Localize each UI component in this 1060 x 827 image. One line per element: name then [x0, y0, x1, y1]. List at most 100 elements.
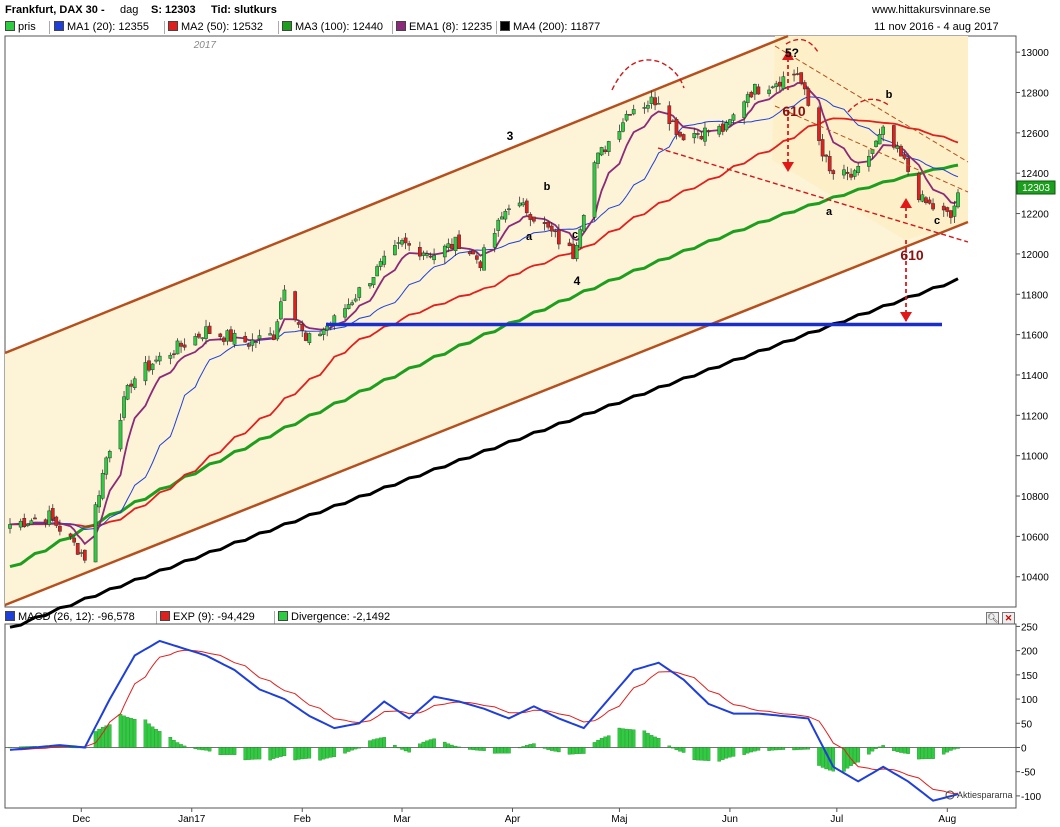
- price-legend: pris MA1 (20): 12355 MA2 (50): 12532 MA3…: [0, 20, 1015, 35]
- candle: [257, 335, 262, 340]
- macd-panel: [4, 623, 1017, 809]
- divergence-bar: [492, 747, 497, 754]
- divergence-bar: [168, 737, 173, 748]
- candle: [172, 353, 176, 355]
- divergence-bar: [129, 718, 133, 748]
- divergence-bar: [243, 747, 247, 761]
- divergence-bar: [403, 747, 408, 752]
- divergence-bar: [902, 747, 907, 754]
- macd-y-tick-label: 50: [1021, 719, 1033, 730]
- divergence-bar: [596, 739, 600, 748]
- correction-upper-line: [774, 45, 969, 163]
- divergence-bar: [817, 747, 821, 766]
- divergence-bar: [606, 735, 611, 748]
- channel-upper-line: [4, 34, 789, 355]
- legend-exp: EXP (9): -94,429: [160, 610, 255, 625]
- candle: [553, 230, 558, 233]
- candle: [471, 250, 476, 255]
- divergence-bar: [332, 747, 337, 757]
- wave-label: c: [934, 215, 940, 227]
- wave-label: a: [526, 231, 533, 243]
- legend-ma3: MA3 (100): 12440: [282, 20, 383, 35]
- divergence-bar: [478, 747, 483, 751]
- candle: [571, 243, 575, 259]
- candle: [799, 72, 804, 84]
- candle: [774, 83, 779, 88]
- divergence-bar: [300, 747, 304, 760]
- candle: [492, 233, 497, 248]
- candle: [902, 154, 907, 159]
- divergence-bar: [845, 747, 850, 769]
- macd-y-tick-label: 250: [1021, 622, 1038, 633]
- candle: [706, 130, 711, 133]
- divergence-bar: [931, 747, 935, 759]
- divergence-bar: [842, 747, 846, 772]
- macd-y-tick-label: -100: [1021, 792, 1041, 803]
- divergence-bar: [307, 747, 312, 759]
- divergence-bar: [193, 747, 198, 750]
- candle: [453, 236, 458, 252]
- candle: [578, 229, 583, 248]
- candle: [378, 261, 383, 267]
- candle: [831, 170, 836, 175]
- divergence-bar: [874, 747, 878, 749]
- divergence-bar: [699, 747, 704, 761]
- divergence-bar: [222, 747, 226, 755]
- candle: [777, 81, 782, 87]
- divergence-bar: [350, 747, 354, 751]
- candle: [849, 173, 853, 178]
- candle: [649, 96, 654, 104]
- y-tick-label: 13000: [1021, 48, 1049, 59]
- divergence-bar: [895, 747, 900, 752]
- wave-label: 5?: [785, 46, 799, 60]
- candle: [47, 510, 52, 525]
- divergence-bar: [279, 747, 283, 757]
- divergence-bar: [646, 733, 650, 748]
- divergence-bar: [396, 747, 401, 749]
- candle: [353, 298, 358, 302]
- divergence-bar: [756, 747, 761, 751]
- candle: [271, 334, 276, 341]
- divergence-bar: [778, 747, 782, 750]
- divergence-bar: [803, 747, 807, 750]
- x-tick-label: Dec: [72, 814, 90, 825]
- divergence-bar: [927, 747, 932, 759]
- divergence-bar: [343, 747, 347, 754]
- candle: [125, 385, 130, 400]
- correction-mid-line: [774, 105, 969, 193]
- candle: [200, 337, 205, 340]
- candle: [122, 396, 126, 418]
- divergence-bar: [375, 738, 379, 748]
- divergence-bar: [667, 745, 672, 748]
- divergence-bar: [781, 747, 786, 750]
- candle: [924, 197, 928, 203]
- legend-ma2: MA2 (50): 12532: [168, 20, 263, 35]
- divergence-bar: [671, 747, 675, 749]
- y-tick-label: 10600: [1021, 532, 1049, 543]
- candle: [350, 302, 354, 305]
- legend-pris: pris: [5, 20, 36, 35]
- candle: [920, 194, 925, 202]
- divergence-bar: [525, 745, 529, 748]
- divergence-bar: [500, 747, 504, 754]
- candle: [182, 344, 187, 348]
- candle: [8, 524, 12, 529]
- divergence-bar: [382, 737, 386, 748]
- legend-divergence: Divergence: -2,1492: [278, 610, 390, 625]
- divergence-bar: [674, 747, 679, 751]
- divergence-bar: [118, 714, 123, 748]
- y-tick-label: 10400: [1021, 573, 1049, 584]
- divergence-bar: [100, 727, 105, 748]
- divergence-bar: [906, 747, 910, 754]
- candle: [25, 523, 30, 526]
- divergence-bar: [603, 736, 607, 748]
- divergence-bar: [378, 737, 383, 748]
- legend-ma4: MA4 (200): 11877: [500, 20, 600, 35]
- x-tick-label: Mar: [393, 814, 411, 825]
- divergence-bar: [22, 746, 27, 748]
- candle: [678, 131, 682, 137]
- divergence-bar: [703, 747, 707, 761]
- candle: [346, 304, 351, 310]
- candle: [457, 234, 461, 250]
- x-tick-label: Aug: [938, 814, 956, 825]
